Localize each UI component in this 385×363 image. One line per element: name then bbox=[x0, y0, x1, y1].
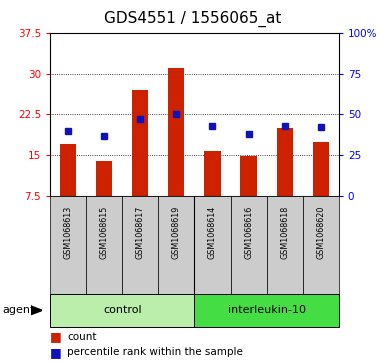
Text: control: control bbox=[103, 305, 142, 315]
Text: ■: ■ bbox=[50, 346, 62, 359]
Bar bbox=[122, 196, 158, 294]
Bar bbox=[168, 68, 184, 237]
Text: GSM1068620: GSM1068620 bbox=[316, 206, 325, 259]
Text: interleukin-10: interleukin-10 bbox=[228, 305, 306, 315]
Text: GSM1068618: GSM1068618 bbox=[280, 206, 289, 259]
Text: GSM1068614: GSM1068614 bbox=[208, 206, 217, 259]
Bar bbox=[60, 144, 76, 237]
Bar bbox=[241, 156, 257, 237]
Bar bbox=[50, 196, 86, 294]
Bar bbox=[266, 196, 303, 294]
Text: agent: agent bbox=[2, 305, 34, 315]
Bar bbox=[303, 196, 339, 294]
Bar bbox=[194, 196, 231, 294]
Polygon shape bbox=[31, 306, 42, 315]
Text: GSM1068615: GSM1068615 bbox=[100, 206, 109, 259]
Text: GDS4551 / 1556065_at: GDS4551 / 1556065_at bbox=[104, 11, 281, 27]
Bar bbox=[50, 294, 194, 327]
Text: ■: ■ bbox=[50, 330, 62, 343]
Text: GSM1068616: GSM1068616 bbox=[244, 206, 253, 259]
Text: GSM1068613: GSM1068613 bbox=[64, 206, 73, 259]
Bar bbox=[313, 142, 329, 237]
Text: percentile rank within the sample: percentile rank within the sample bbox=[67, 347, 243, 357]
Text: GSM1068617: GSM1068617 bbox=[136, 206, 145, 259]
Bar bbox=[158, 196, 194, 294]
Bar bbox=[204, 151, 221, 237]
Text: count: count bbox=[67, 332, 97, 342]
Bar bbox=[86, 196, 122, 294]
Text: GSM1068619: GSM1068619 bbox=[172, 206, 181, 259]
Bar bbox=[96, 160, 112, 237]
Bar bbox=[276, 128, 293, 237]
Bar bbox=[231, 196, 266, 294]
Bar bbox=[194, 294, 339, 327]
Bar bbox=[132, 90, 148, 237]
